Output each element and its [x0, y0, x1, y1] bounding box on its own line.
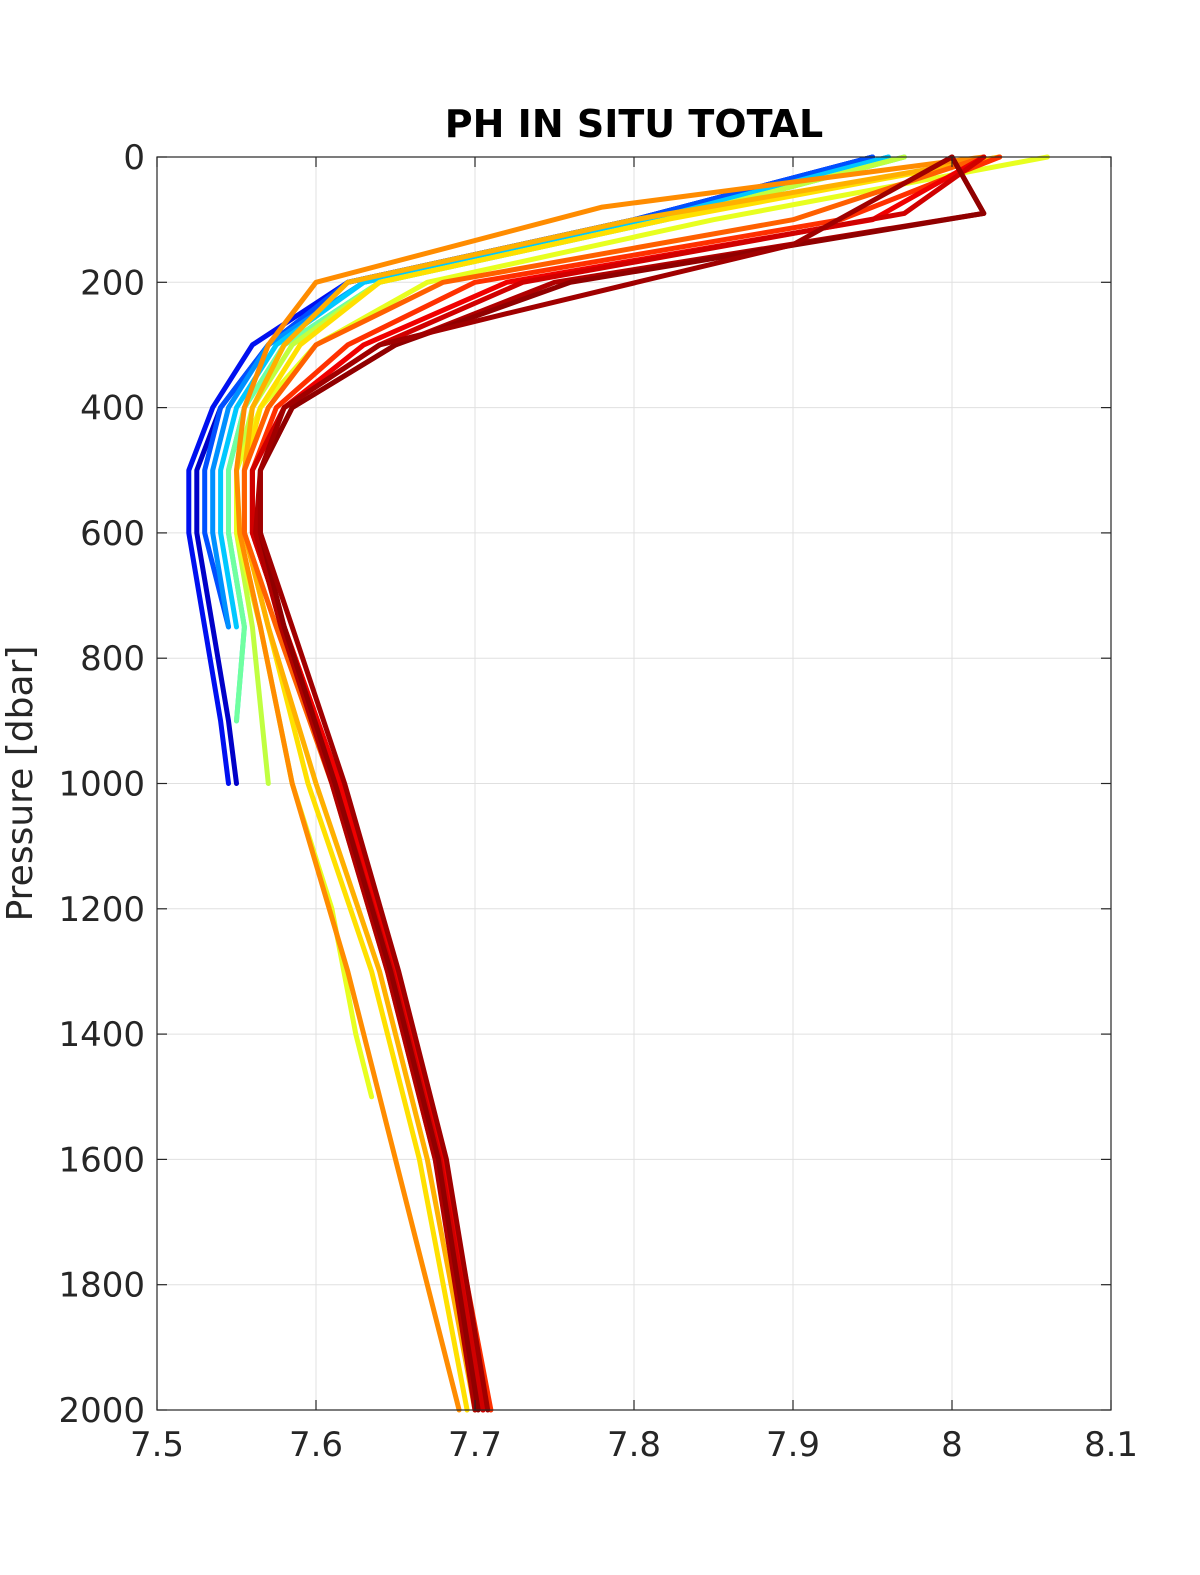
- y-tick-label: 1000: [58, 765, 145, 805]
- profile-series: [186, 154, 1050, 1413]
- chart-title: PH IN SITU TOTAL: [445, 102, 823, 146]
- tick-marks: [156, 156, 1112, 1411]
- x-tick-label: 7.6: [289, 1425, 343, 1465]
- x-tick-label: 7.5: [130, 1425, 184, 1465]
- x-tick-label: 7.7: [448, 1425, 502, 1465]
- y-tick-label: 400: [80, 389, 145, 429]
- y-tick-label: 1800: [58, 1266, 145, 1306]
- y-axis-label: Pressure [dbar]: [0, 646, 41, 922]
- y-tick-label: 0: [123, 138, 145, 178]
- x-tick-label: 7.9: [766, 1425, 820, 1465]
- x-tick-label: 7.8: [607, 1425, 661, 1465]
- x-tick-labels: 7.5 7.6 7.7 7.8 7.9 8 8.1: [130, 1425, 1138, 1465]
- y-tick-label: 1600: [58, 1140, 145, 1180]
- y-tick-label: 600: [80, 514, 145, 554]
- y-tick-label: 1400: [58, 1015, 145, 1055]
- y-tick-labels: 0 200 400 600 800 1000 1200 1400 1600 1800 2000: [58, 138, 145, 1431]
- x-tick-label: 8: [941, 1425, 963, 1465]
- y-tick-label: 2000: [58, 1391, 145, 1431]
- y-tick-label: 1200: [58, 890, 145, 930]
- y-tick-label: 200: [80, 263, 145, 303]
- x-tick-label: 8.1: [1084, 1425, 1138, 1465]
- profile-line-12: [234, 154, 987, 1413]
- y-tick-label: 800: [80, 639, 145, 679]
- profile-line-19: [257, 154, 955, 1413]
